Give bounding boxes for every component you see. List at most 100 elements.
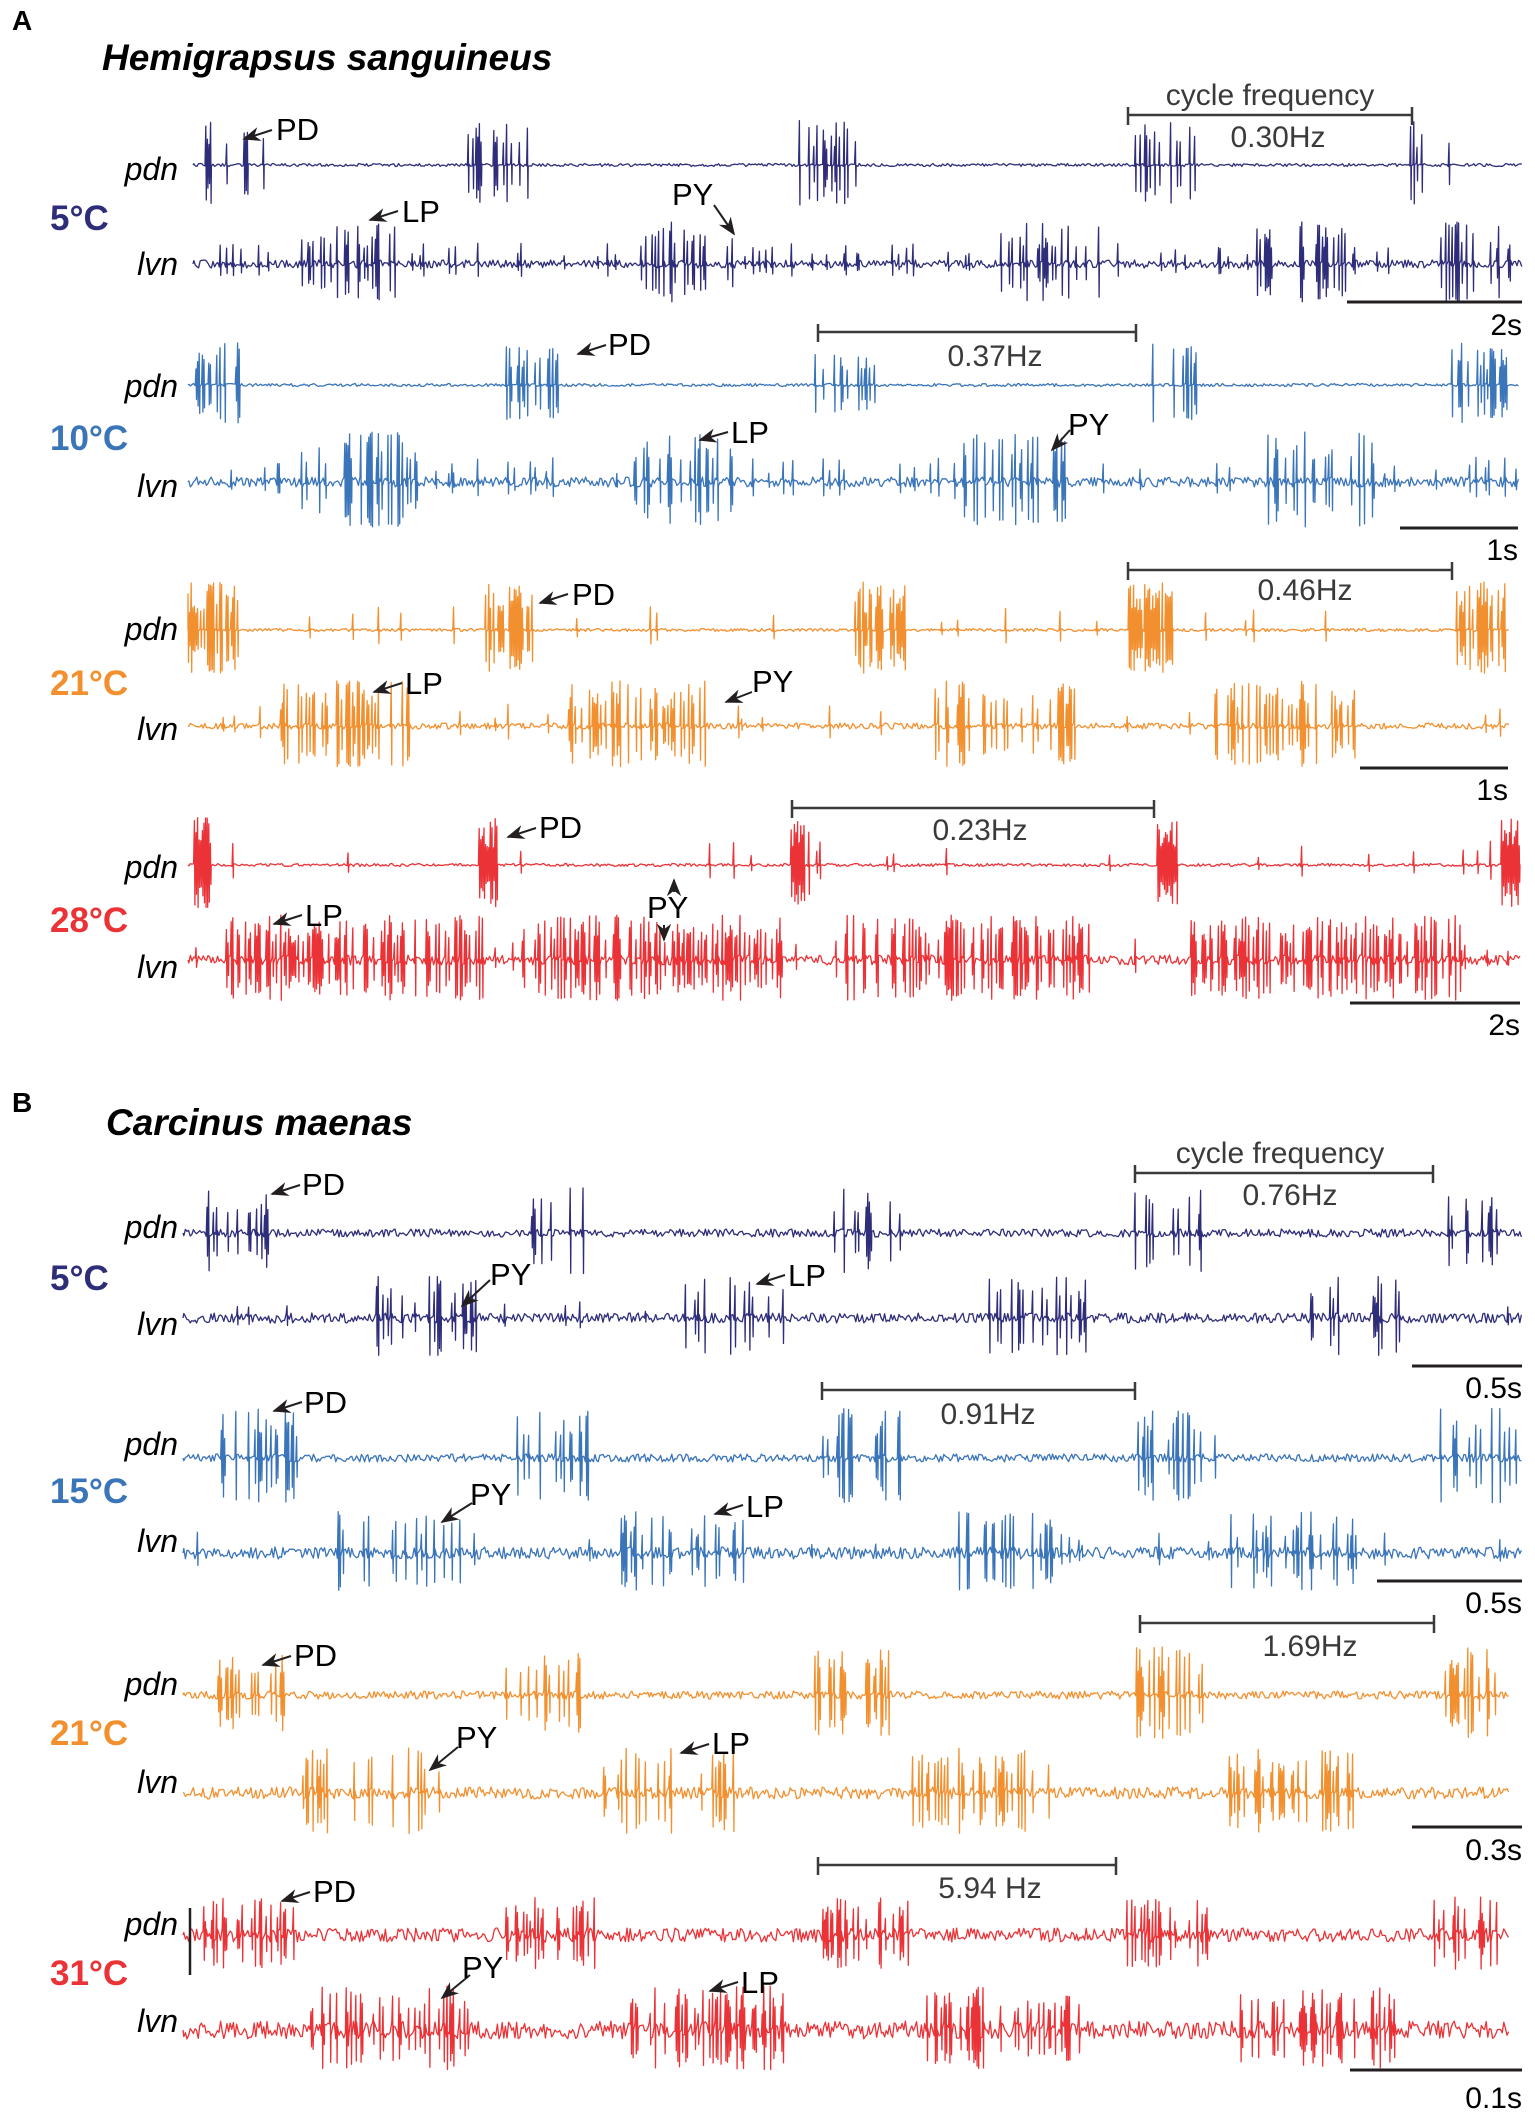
- b5-frequency-value: 0.76Hz: [1242, 1179, 1337, 1212]
- b31-lp-label: LP: [741, 1965, 779, 2000]
- b21-scale-label: 0.3s: [1465, 1834, 1522, 1867]
- overlay-layer: A Hemigrapsus sanguineus pdn lvn 5°C cyc…: [12, 5, 1522, 2115]
- panel-b-letter: B: [12, 1087, 32, 1118]
- a5-pdn-trace: [192, 120, 1522, 206]
- a28-lvn-trace: [187, 914, 1521, 1001]
- a21-py-arrow: [724, 689, 753, 703]
- a28-lp-label: LP: [305, 898, 343, 933]
- a28-frequency-value: 0.23Hz: [932, 814, 1027, 847]
- a28-pd-arrow: [506, 825, 537, 839]
- a5-temp-label: 5°C: [50, 199, 109, 238]
- b5-py-label: PY: [490, 1257, 531, 1292]
- a21-lvn-trace: [187, 680, 1510, 768]
- b15-frequency-value: 0.91Hz: [940, 1398, 1035, 1431]
- b15-pdn-trace: [182, 1407, 1522, 1504]
- a21-pd-arrow: [538, 591, 569, 605]
- a21-lvn-label: lvn: [137, 711, 178, 747]
- a10-py-label: PY: [1068, 407, 1109, 442]
- b21-lvn-label: lvn: [137, 1764, 178, 1800]
- b31-pd-label: PD: [313, 1874, 356, 1909]
- b31-lp-arrow: [708, 1979, 739, 1993]
- b31-lvn-trace: [182, 1985, 1510, 2071]
- a10-pd-label: PD: [608, 327, 651, 362]
- a10-scale-label: 1s: [1486, 534, 1518, 567]
- b31-pdn-label: pdn: [124, 1906, 178, 1942]
- b15-lvn-trace: [182, 1511, 1522, 1591]
- a5-pdn-label: pdn: [124, 151, 178, 187]
- b31-py-arrow: [440, 1974, 471, 2000]
- b21-py-label: PY: [456, 1720, 497, 1755]
- a10-pdn-trace: [187, 342, 1519, 424]
- a10-py-arrow: [1050, 429, 1071, 452]
- b5-pd-label: PD: [302, 1167, 345, 1202]
- a21-lp-arrow: [372, 680, 403, 694]
- b31-py-label: PY: [462, 1950, 503, 1985]
- b5-cycle-frequency-label: cycle frequency: [1176, 1137, 1384, 1170]
- b21-frequency-value: 1.69Hz: [1262, 1630, 1357, 1663]
- b15-pd-arrow: [272, 1399, 303, 1413]
- a28-scale-label: 2s: [1488, 1009, 1520, 1042]
- a5-lp-label: LP: [402, 194, 440, 229]
- a5-scale-label: 2s: [1490, 309, 1522, 342]
- a10-lvn-trace: [187, 431, 1520, 528]
- a10-temp-label: 10°C: [50, 419, 128, 458]
- b5-pdn-label: pdn: [124, 1209, 178, 1245]
- b21-lp-arrow: [679, 1741, 710, 1755]
- b31-lvn-label: lvn: [137, 2003, 178, 2039]
- a5-pd-arrow: [242, 127, 273, 141]
- b15-py-arrow: [440, 1502, 473, 1523]
- a28-py-label: PY: [647, 890, 688, 925]
- b31-scale-label: 0.1s: [1465, 2082, 1522, 2115]
- a5-lp-arrow: [368, 208, 399, 222]
- a5-cycle-frequency-label: cycle frequency: [1166, 79, 1374, 112]
- a28-lp-arrow: [272, 912, 303, 926]
- b5-lp-label: LP: [788, 1258, 826, 1293]
- a5-lvn-label: lvn: [137, 246, 178, 282]
- b21-pdn-trace: [182, 1646, 1509, 1739]
- a21-pdn-trace: [187, 581, 1509, 674]
- a21-lp-label: LP: [405, 666, 443, 701]
- b5-pdn-trace: [182, 1187, 1523, 1275]
- b5-lvn-label: lvn: [137, 1306, 178, 1342]
- a21-py-label: PY: [752, 664, 793, 699]
- a21-frequency-value: 0.46Hz: [1257, 574, 1352, 607]
- b15-lvn-label: lvn: [137, 1523, 178, 1559]
- b5-lvn-trace: [182, 1275, 1523, 1356]
- a28-temp-label: 28°C: [50, 901, 128, 940]
- a21-temp-label: 21°C: [50, 664, 128, 703]
- b5-py-arrow: [460, 1279, 491, 1308]
- b21-lp-label: LP: [712, 1726, 750, 1761]
- b31-pdn-trace: [182, 1896, 1510, 1970]
- b21-py-arrow: [428, 1746, 459, 1772]
- b15-py-label: PY: [470, 1477, 511, 1512]
- b5-lp-arrow: [755, 1272, 786, 1286]
- a10-lvn-label: lvn: [137, 468, 178, 504]
- a10-pd-arrow: [576, 342, 607, 356]
- b15-pdn-label: pdn: [124, 1426, 178, 1462]
- a5-py-arrow: [713, 204, 736, 236]
- b15-pd-label: PD: [304, 1385, 347, 1420]
- traces-layer: [182, 120, 1523, 2071]
- b5-temp-label: 5°C: [50, 1259, 109, 1298]
- b31-temp-label: 31°C: [50, 1954, 128, 1993]
- b15-temp-label: 15°C: [50, 1472, 128, 1511]
- a5-py-label: PY: [672, 177, 713, 212]
- b21-pd-arrow: [261, 1653, 292, 1667]
- a5-lvn-trace: [192, 221, 1523, 303]
- b21-temp-label: 21°C: [50, 1714, 128, 1753]
- a5-pd-label: PD: [276, 112, 319, 147]
- b21-pdn-label: pdn: [124, 1666, 178, 1702]
- a28-lvn-label: lvn: [137, 949, 178, 985]
- a28-pdn-trace: [187, 817, 1521, 909]
- a21-pd-label: PD: [572, 577, 615, 612]
- b21-lvn-trace: [182, 1747, 1510, 1835]
- a5-frequency-value: 0.30Hz: [1230, 121, 1325, 154]
- b31-frequency-value: 5.94 Hz: [938, 1872, 1041, 1905]
- b31-pd-arrow: [280, 1889, 311, 1903]
- b15-lp-label: LP: [746, 1489, 784, 1524]
- b21-pd-label: PD: [294, 1638, 337, 1673]
- panel-a-letter: A: [12, 5, 32, 36]
- panel-b-species-title: Carcinus maenas: [106, 1102, 412, 1143]
- a10-lp-arrow: [698, 428, 729, 443]
